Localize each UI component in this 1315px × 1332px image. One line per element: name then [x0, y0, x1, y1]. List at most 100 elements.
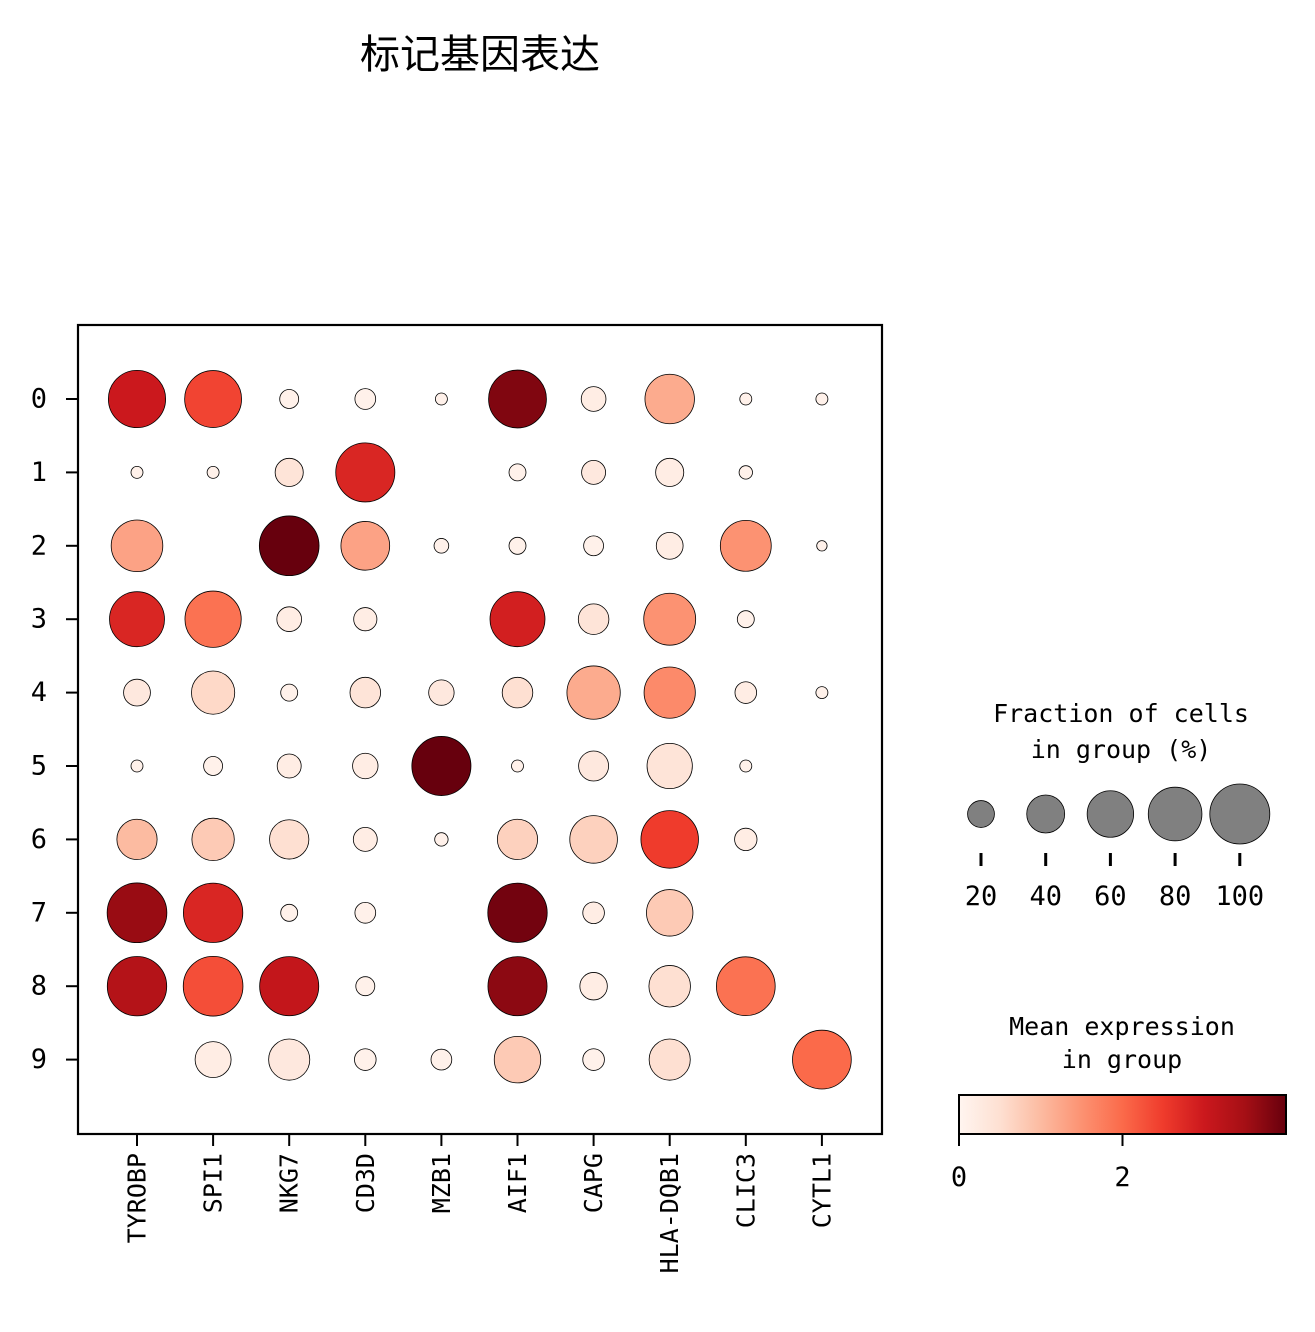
plot-frame	[76, 323, 884, 1136]
dot	[655, 457, 685, 487]
dot	[353, 607, 378, 632]
dot	[434, 392, 448, 406]
y-tick-label: 4	[31, 677, 47, 708]
y-tick-label: 5	[31, 751, 47, 782]
dot	[716, 956, 776, 1016]
dot	[183, 882, 244, 943]
dot	[191, 817, 235, 862]
dot	[280, 903, 299, 922]
dot	[739, 392, 753, 406]
x-axis: TYROBP SPI1 NKG7 CD3D MZB1 AIF1 CAPG HLA-DQB1 CL…	[123, 1134, 836, 1273]
dot	[738, 465, 753, 480]
colorbar	[958, 1094, 1287, 1135]
dot	[106, 956, 168, 1017]
x-tick-label: SPI1	[199, 1153, 228, 1213]
dot	[719, 519, 772, 572]
dot	[194, 1041, 232, 1078]
dot	[280, 683, 299, 702]
dot	[581, 459, 606, 485]
dot	[643, 592, 697, 646]
size-legend-label: 20	[965, 881, 998, 912]
dot	[191, 670, 236, 715]
dot	[274, 457, 304, 487]
size-legend: Fraction of cells in group (%) 20 40 60 80 1…	[965, 699, 1271, 912]
x-tick-label: CAPG	[579, 1153, 608, 1213]
x-tick-label: MZB1	[427, 1153, 456, 1213]
dot	[577, 603, 610, 635]
x-tick-label: CYTL1	[807, 1153, 836, 1228]
dot	[259, 956, 320, 1017]
dot	[276, 606, 302, 632]
dot	[815, 392, 829, 406]
x-tick-label: HLA-DQB1	[655, 1153, 684, 1273]
colorbar-tick-label: 0	[951, 1162, 967, 1193]
dot	[268, 1038, 311, 1081]
size-legend-dot	[1086, 790, 1135, 838]
size-legend-dot	[967, 800, 995, 828]
y-tick-label: 6	[31, 824, 47, 855]
dot	[354, 902, 377, 924]
dot	[269, 819, 310, 860]
dot	[646, 742, 693, 790]
dot	[816, 540, 828, 552]
color-legend-title-line-2: in group	[1062, 1045, 1182, 1074]
dot	[815, 686, 829, 699]
dot	[739, 759, 753, 773]
size-legend-dot	[1209, 783, 1271, 845]
dot	[352, 827, 378, 852]
size-legend-title-line-2: in group (%)	[1031, 735, 1212, 764]
y-tick-label: 8	[31, 971, 47, 1002]
dot	[648, 1038, 691, 1081]
dot	[335, 442, 396, 503]
dot	[352, 752, 379, 780]
dot	[487, 882, 548, 943]
dot	[646, 889, 694, 937]
dot	[501, 676, 534, 709]
dot	[109, 591, 165, 648]
dot	[580, 386, 607, 412]
dot	[184, 370, 242, 428]
dot	[182, 955, 244, 1017]
size-legend-label: 100	[1215, 881, 1264, 912]
dot	[579, 972, 608, 1001]
dot	[428, 679, 455, 706]
size-legend-dot	[1147, 786, 1203, 842]
size-legend-title-line-1: Fraction of cells	[993, 699, 1249, 728]
dot	[643, 666, 696, 719]
size-legend-label: 80	[1159, 881, 1192, 912]
dot	[569, 815, 618, 864]
dot	[276, 753, 302, 779]
colorbar-tick-label: 2	[1114, 1162, 1130, 1193]
dot	[582, 901, 605, 925]
dot	[792, 1029, 852, 1090]
dot	[279, 389, 300, 409]
dot	[434, 832, 449, 847]
dot	[340, 521, 391, 571]
dot	[508, 536, 527, 555]
dot	[488, 369, 547, 429]
plot-area: TYROBP SPI1 NKG7 CD3D MZB1 AIF1 CAPG HLA-DQB1 CL…	[31, 323, 884, 1273]
dot	[354, 388, 377, 410]
dot	[349, 676, 382, 709]
dot	[640, 810, 699, 869]
color-legend-title-line-1: Mean expression	[1009, 1012, 1235, 1041]
y-tick-label: 9	[31, 1044, 47, 1075]
size-legend-label: 40	[1029, 881, 1062, 912]
dot	[430, 1048, 453, 1071]
dot	[644, 373, 695, 425]
y-tick-label: 1	[31, 457, 47, 488]
dot	[583, 535, 604, 557]
y-axis: 0 1 2 3 4 5 6 7 8 9	[31, 384, 78, 1075]
dot	[734, 681, 758, 704]
x-tick-label: TYROBP	[123, 1153, 152, 1243]
dot	[130, 759, 144, 773]
dot	[508, 463, 527, 482]
y-tick-label: 3	[31, 604, 47, 635]
x-tick-label: AIF1	[503, 1153, 532, 1213]
y-tick-label: 7	[31, 897, 47, 928]
dot	[487, 956, 548, 1017]
dot	[433, 538, 450, 554]
dot	[206, 465, 220, 479]
dot	[354, 1048, 377, 1071]
